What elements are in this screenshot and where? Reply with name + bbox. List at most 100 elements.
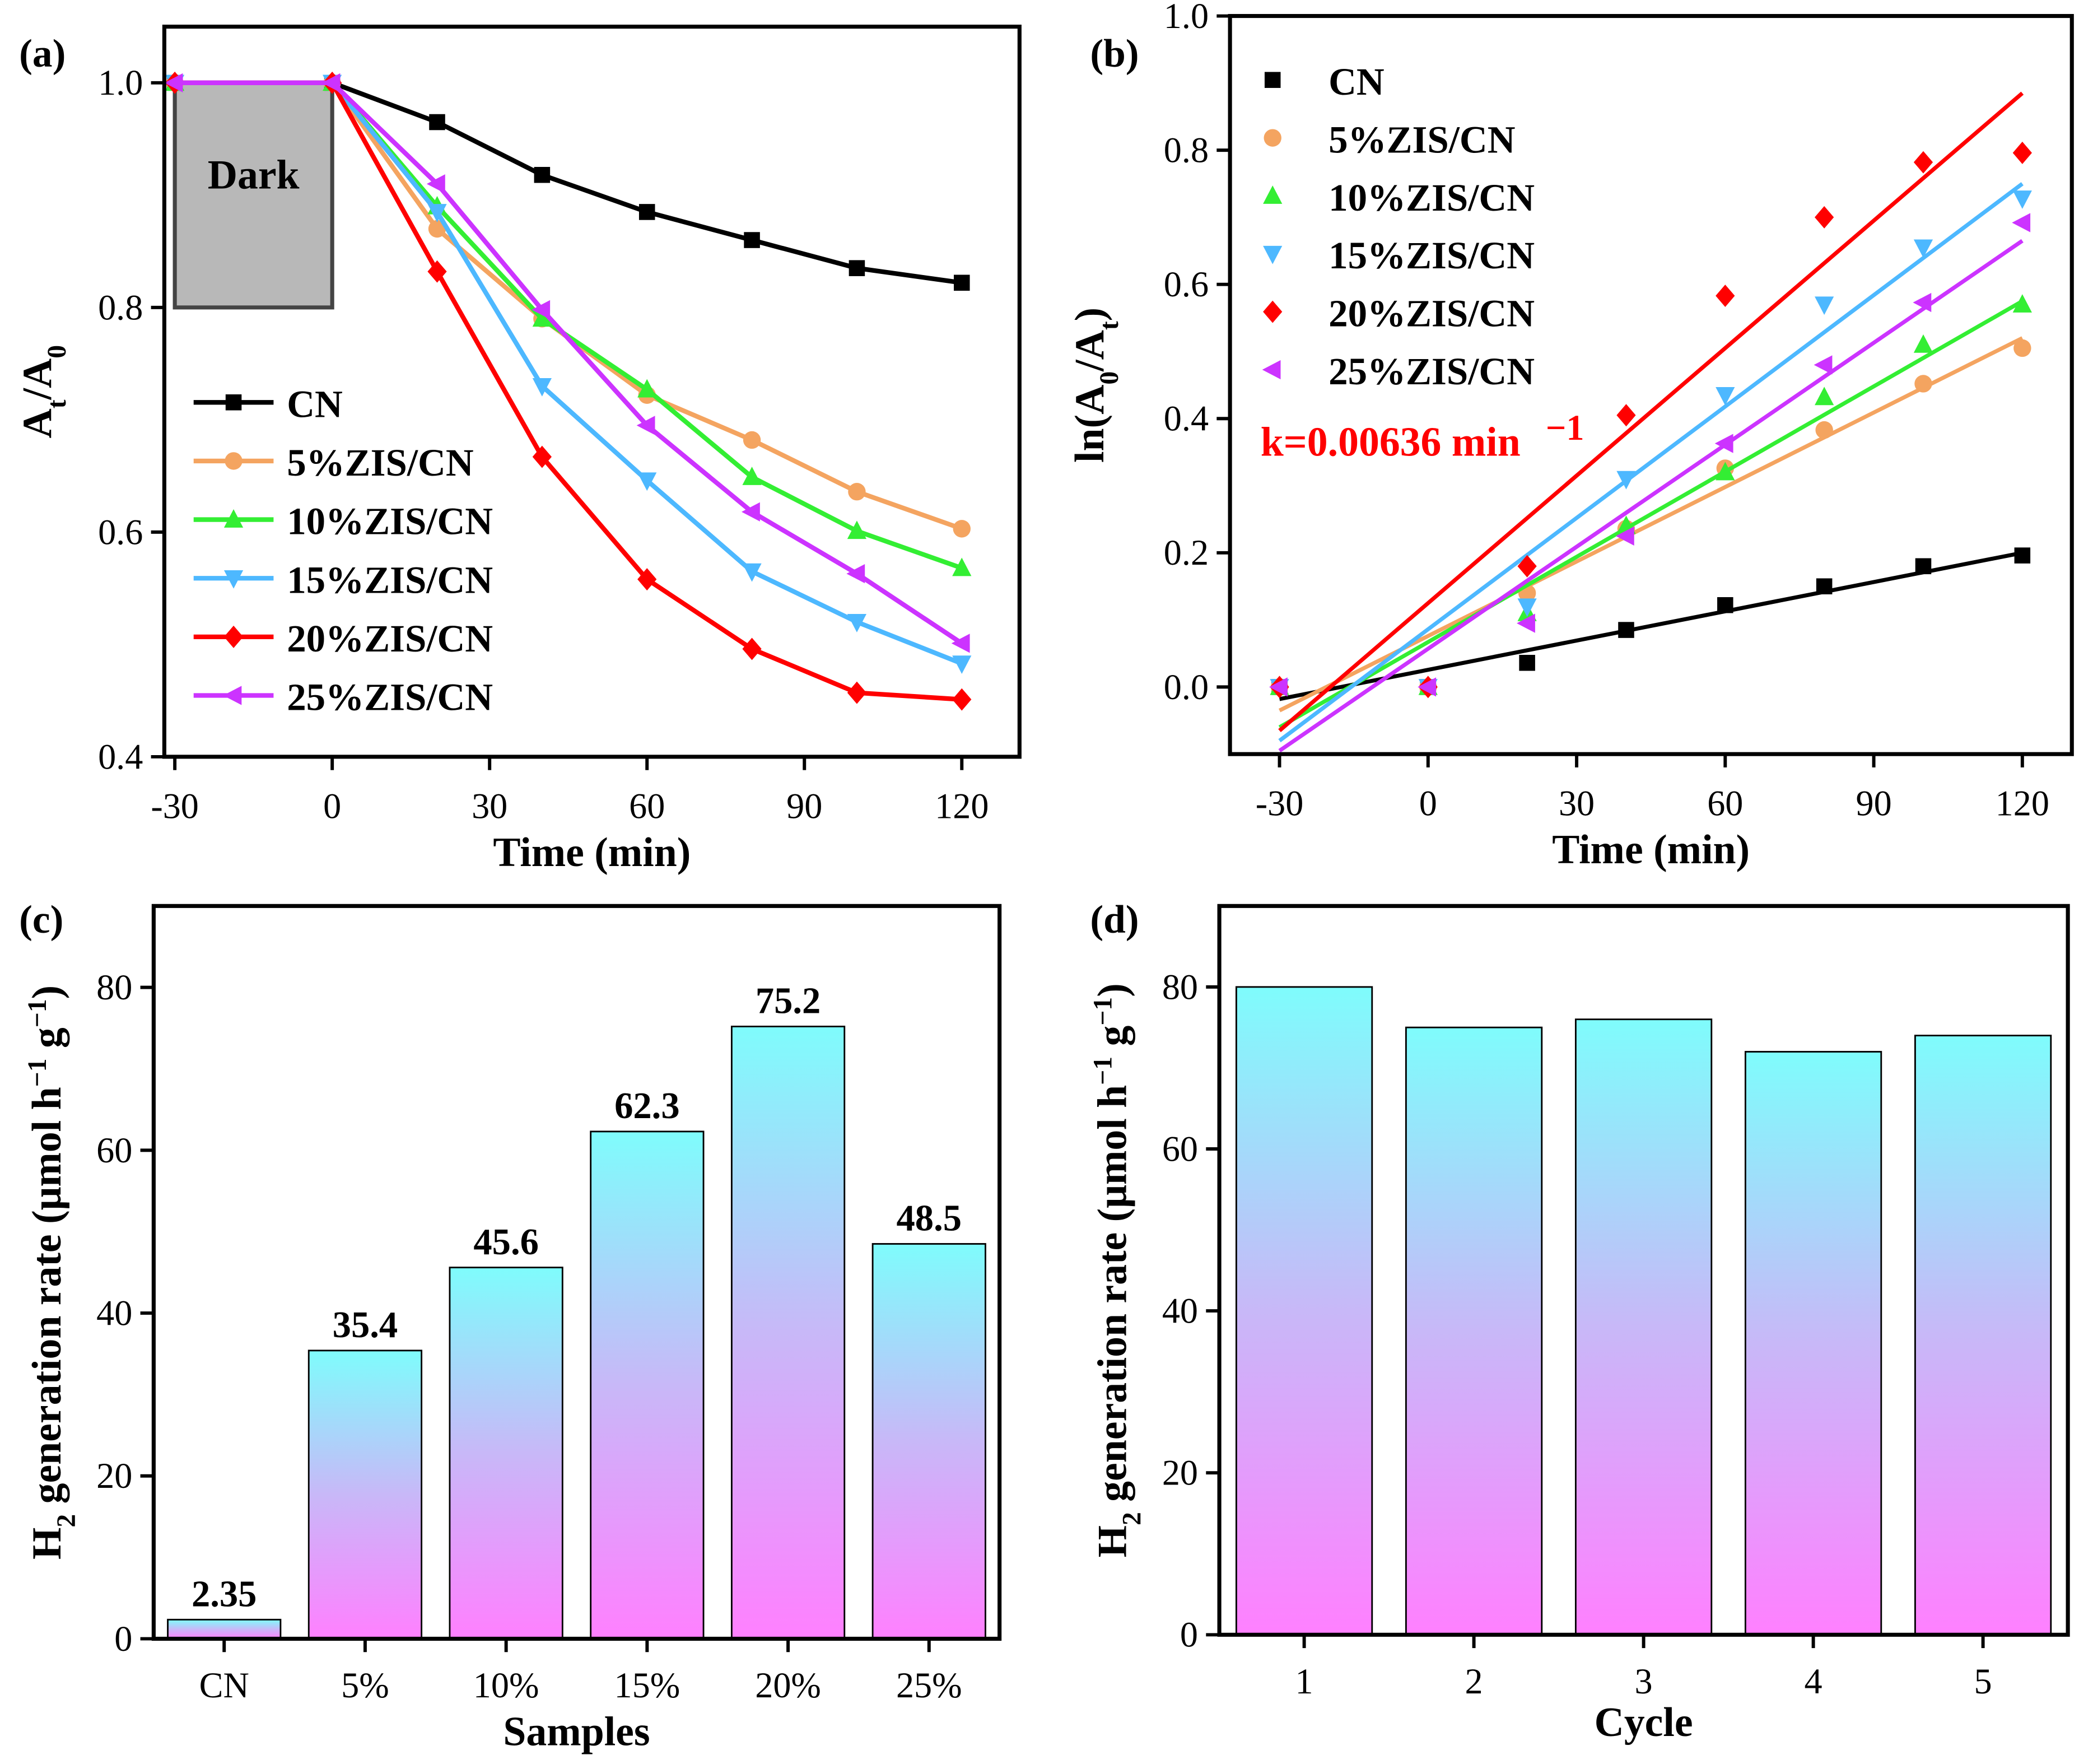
data-point [426,174,445,194]
y-axis-label-part: −1 [1089,997,1118,1026]
y-tick-label: 0.6 [98,512,143,552]
y-axis-label-part: −1 [23,1059,52,1087]
bar-2 [1405,1026,1543,1636]
data-point [847,681,867,704]
data-point [321,73,341,92]
data-point [1815,296,1834,315]
x-tick-label: 5 [1974,1661,1992,1701]
panel-b: ln(A0/At) [1066,14,2032,767]
data-label: 62.3 [614,1086,680,1127]
bar-20% [730,1025,846,1640]
data-point [1716,462,1735,481]
data-point [742,637,762,660]
data-point [2012,141,2032,164]
data-point [1915,558,1932,575]
data-point [637,379,657,398]
x-tick-label: 120 [1996,784,2049,823]
y-tick-label: 0 [1180,1615,1198,1655]
y-tick-label: 40 [96,1293,132,1333]
data-point [2012,213,2031,232]
legend-label: CN [287,383,343,425]
x-tick-label: 0 [323,786,341,826]
y-tick-label: 80 [96,967,132,1007]
y-tick-label: 0.6 [1164,264,1209,304]
data-point [164,73,183,92]
data-label: 35.4 [333,1305,398,1346]
x-axis-label: Samples [503,1709,650,1754]
x-tick-label: 120 [935,786,989,826]
legend-label: 10%ZIS/CN [1328,176,1535,219]
data-point [636,416,655,435]
data-point [1269,677,1288,697]
y-axis-label: H2 generation rate (μmol h−1 g−1) [1089,983,1147,1557]
data-label: 45.6 [473,1222,539,1263]
data-point [744,232,760,248]
bar-CN [167,1618,282,1640]
panel-a: At/A0 [14,71,972,770]
data-point [2012,190,2032,209]
data-point [1716,387,1735,406]
data-point [742,467,762,485]
y-axis-label-part: ) [1089,983,1135,997]
data-point [638,204,655,220]
x-tick-label: 15% [614,1665,680,1705]
x-tick-label: 90 [786,786,822,826]
x-axis-label: Time (min) [1552,826,1750,872]
data-point [1815,206,1834,229]
y-axis-label-part: g [1089,1026,1135,1056]
data-point [2013,339,2031,357]
y-axis-label-part: /A [14,359,60,401]
legend-marker [225,394,242,411]
legend-marker [1263,245,1283,264]
legend-marker [223,625,244,648]
bar-5% [307,1349,423,1640]
x-tick-label: 60 [1707,784,1743,823]
x-tick-label: 10% [473,1665,539,1705]
data-point [1517,598,1537,617]
y-tick-label: 60 [96,1130,132,1170]
y-axis-label-part: 2 [52,1514,81,1528]
data-point [1616,471,1636,490]
y-tick-label: 20 [96,1456,132,1496]
y-tick-label: 60 [1162,1129,1198,1169]
x-tick-label: 4 [1805,1661,1822,1701]
legend-label: 5%ZIS/CN [287,441,473,484]
data-point [427,204,447,222]
data-point [1519,654,1535,671]
fit-line [1278,239,2024,753]
series-line [175,80,962,702]
y-tick-label: 1.0 [1164,0,1209,36]
data-point [2014,547,2031,564]
data-point [1815,421,1833,439]
fit-line [1278,91,2024,732]
data-point [429,114,445,131]
panel-c: H2 generation rate (μmol h−1 g−1) [23,985,986,1653]
data-point [953,520,971,538]
legend-label: 25%ZIS/CN [1328,350,1535,393]
y-tick-label: 0 [114,1619,132,1659]
data-point [1714,434,1733,453]
panel-d: H2 generation rate (μmol h−1 g−1) [1089,983,2052,1649]
panel-d-frame [1217,904,2070,1637]
panel-d-label: (d) [1090,897,1139,942]
y-axis-label-part: −1 [1089,1056,1118,1085]
y-axis-label-part: H [1089,1525,1135,1557]
legend-label: 25%ZIS/CN [287,676,493,719]
panel-b-frame [1228,13,2074,756]
legend-marker [1263,185,1283,204]
x-axis-label: Time (min) [493,829,691,875]
x-axis-label: Cycle [1595,1699,1693,1745]
data-point [952,655,972,674]
y-axis-label-part: 2 [1118,1512,1147,1525]
x-tick-label: 3 [1635,1661,1653,1701]
data-point [532,308,552,327]
data-point [1618,622,1634,638]
data-label: 48.5 [897,1198,962,1239]
legend-marker [1264,129,1281,147]
dark-label: Dark [208,151,300,197]
data-point [1717,597,1733,613]
y-axis-label: H2 generation rate (μmol h−1 g−1) [23,985,81,1560]
y-tick-label: 0.4 [1164,399,1209,439]
data-point [847,520,867,539]
panel-c-frame [151,904,1002,1641]
